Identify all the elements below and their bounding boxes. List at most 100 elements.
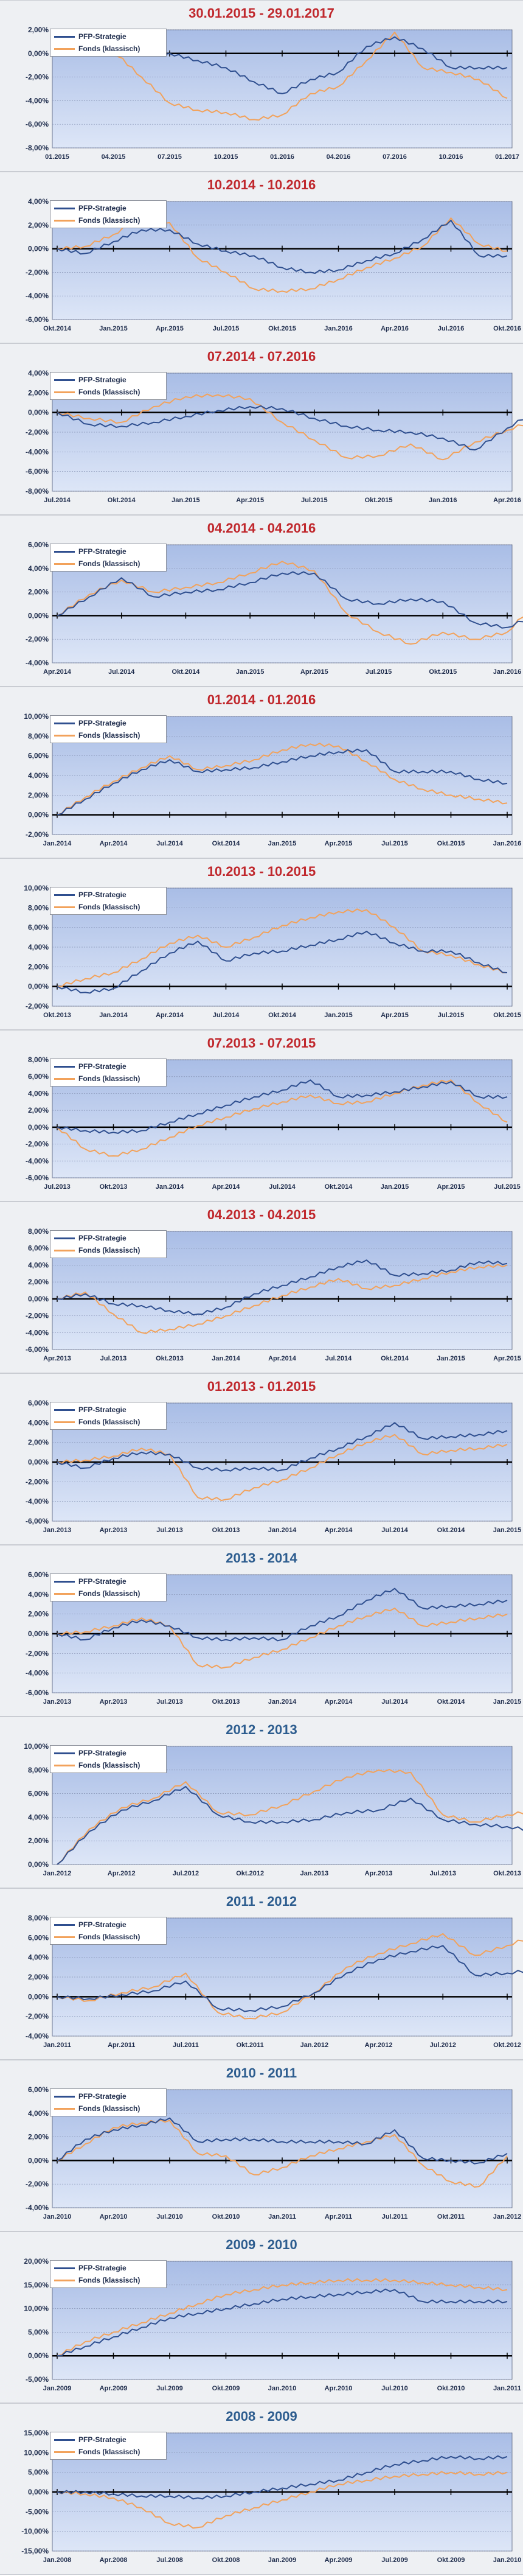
series-line-fund [57,1264,508,1334]
chart-title: 10.2013 - 10.2015 [207,864,316,879]
y-tick-label: -4,00% [26,2032,49,2040]
legend-item-strategy: PFP-Strategie [54,546,126,557]
chart-panel: 2010 - 2011 6,00% 4,00% 2,00% 0,00% -2,00% -4,… [0,2060,523,2231]
x-tick-label: Apr.2014 [325,1527,353,1534]
x-tick-label: Jan.2013 [300,1870,328,1877]
legend-item-fund: Fonds (klassisch) [54,558,140,569]
x-tick-label: Jan.2015 [493,1527,521,1534]
y-tick-label: 2,00% [28,791,49,799]
legend: PFP-Strategie Fonds (klassisch) [50,1230,167,1258]
y-tick-label: 0,00% [28,1295,49,1303]
x-tick-label: Jul.2014 [213,1012,240,1019]
x-tick-label: Jan.2015 [437,1355,465,1362]
x-tick-label: Okt.2009 [437,2557,465,2564]
legend-label: Fonds (klassisch) [78,2276,140,2284]
x-tick-label: Jul.2013 [100,1355,126,1362]
y-tick-label: 2,00% [28,26,49,34]
x-tick-label: Jan.2014 [268,1698,297,1706]
x-tick-label: Okt.2013 [156,1355,184,1362]
y-tick-label: -4,00% [26,1328,49,1337]
legend: PFP-Strategie Fonds (klassisch) [50,1573,167,1601]
x-tick-label: Jul.2014 [156,840,183,847]
x-tick-label: Jan.2010 [43,2213,71,2221]
legend-swatch [54,735,75,737]
legend: PFP-Strategie Fonds (klassisch) [50,1402,167,1430]
x-tick-label: Jan.2011 [43,2042,71,2049]
legend-swatch [54,36,75,38]
y-tick-label: 0,00% [28,1458,49,1466]
x-tick-label: Apr.2011 [108,2042,135,2049]
x-tick-label: Okt.2014 [437,1698,466,1706]
chart-panel: 2011 - 2012 8,00% 6,00% 4,00% 2,00% 0,00% -2,0… [0,1888,523,2060]
series-line-strategy [57,2455,508,2500]
y-tick-label: 4,00% [28,369,49,377]
series-line-strategy [57,931,508,994]
legend-item-strategy: PFP-Strategie [54,1748,126,1759]
y-tick-label: 0,00% [28,2488,49,2496]
x-tick-label: Jul.2015 [381,840,407,847]
y-tick-label: 6,00% [28,1570,49,1579]
x-tick-label: Okt.2013 [43,1012,71,1019]
legend-label: PFP-Strategie [78,1234,126,1242]
x-tick-label: Apr.2012 [365,2042,393,2049]
x-tick-label: Apr.2014 [325,1698,353,1706]
x-tick-label: 01.2016 [270,153,294,161]
y-tick-label: -6,00% [26,120,49,128]
x-tick-label: Jul.2009 [381,2557,407,2564]
legend-label: PFP-Strategie [78,376,126,384]
legend-swatch [54,379,75,382]
y-tick-label: 6,00% [28,1244,49,1253]
x-tick-label: Apr.2015 [236,497,264,504]
x-tick-label: Jul.2015 [301,497,327,504]
series-line-strategy [57,1587,508,1642]
legend-swatch [54,1421,75,1424]
x-tick-label: Okt.2012 [236,1870,264,1877]
y-tick-label: -5,00% [26,2507,49,2516]
legend-swatch [54,2439,75,2441]
x-tick-label: Jul.2012 [173,1870,199,1877]
legend-item-strategy: PFP-Strategie [54,1919,126,1930]
y-tick-label: -4,00% [26,2203,49,2212]
x-tick-label: Jul.2014 [269,1183,296,1191]
legend: PFP-Strategie Fonds (klassisch) [50,2260,167,2288]
legend-item-fund: Fonds (klassisch) [54,1073,140,1084]
legend: PFP-Strategie Fonds (klassisch) [50,200,167,228]
legend-label: Fonds (klassisch) [78,44,140,53]
x-tick-label: Okt.2015 [429,668,457,676]
legend-label: Fonds (klassisch) [78,1074,140,1083]
x-tick-label: 10.2016 [439,153,463,161]
legend: PFP-Strategie Fonds (klassisch) [50,1059,167,1087]
x-tick-label: Apr.2015 [300,668,328,676]
x-tick-label: Jul.2014 [381,1698,408,1706]
y-tick-label: -4,00% [26,447,49,456]
legend-swatch [54,1752,75,1755]
y-tick-label: 6,00% [28,923,49,932]
legend-item-strategy: PFP-Strategie [54,889,126,900]
legend-swatch [54,1593,75,1595]
chart-title: 2010 - 2011 [226,2065,297,2081]
x-tick-label: 04.2016 [327,153,351,161]
y-tick-label: -4,00% [26,1157,49,1165]
y-tick-label: 10,00% [24,1742,49,1751]
y-tick-label: 0,00% [28,2351,49,2360]
y-tick-label: 10,00% [24,2448,49,2457]
chart-title: 04.2014 - 04.2016 [207,520,316,536]
y-tick-label: -4,00% [26,1497,49,1506]
x-tick-label: 07.2016 [383,153,407,161]
y-tick-label: -2,00% [26,2012,49,2021]
y-tick-label: 0,00% [28,611,49,620]
legend-item-strategy: PFP-Strategie [54,1061,126,1072]
y-tick-label: 4,00% [28,2109,49,2118]
x-tick-label: Okt.2014 [108,497,136,504]
chart-title: 30.01.2015 - 29.01.2017 [189,5,334,21]
x-tick-label: Jan.2015 [268,840,296,847]
x-tick-label: Jan.2015 [493,1698,521,1706]
chart-panel: 01.2014 - 01.2016 10,00% 8,00% 6,00% 4,00% 2,… [0,687,523,858]
legend-label: Fonds (klassisch) [78,1761,140,1769]
x-tick-label: Jan.2014 [268,1527,297,1534]
y-tick-label: 0,00% [28,49,49,58]
x-tick-label: Jan.2009 [43,2385,71,2392]
legend-item-fund: Fonds (klassisch) [54,730,140,741]
x-tick-label: Apr.2008 [100,2557,128,2564]
y-tick-label: 6,00% [28,752,49,760]
